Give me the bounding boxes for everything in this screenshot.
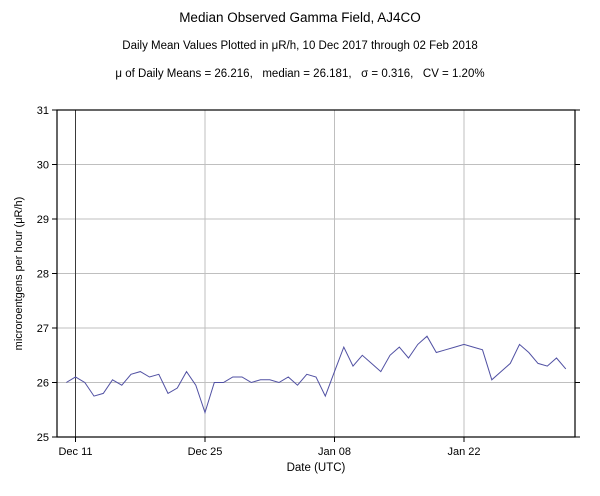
x-tick-label: Jan 08: [318, 446, 351, 458]
x-tick-label: Jan 22: [447, 446, 480, 458]
chart-stats-line: μ of Daily Means = 26.216, median = 26.1…: [115, 68, 485, 80]
x-tick-label: Dec 25: [188, 446, 223, 458]
chart-title: Median Observed Gamma Field, AJ4CO: [179, 10, 421, 25]
daily-mean-line: [66, 335, 567, 415]
y-tick-label: 28: [37, 269, 49, 281]
y-tick-label: 30: [37, 160, 49, 172]
x-axis-label: Date (UTC): [287, 462, 346, 474]
y-tick-label: 31: [37, 105, 49, 117]
x-tick-label: Dec 11: [58, 446, 92, 458]
y-axis-label: microroentgens per hour (μR/h): [13, 197, 25, 351]
y-tick-label: 25: [37, 432, 49, 444]
y-tick-label: 29: [37, 214, 49, 226]
y-tick-label: 27: [37, 323, 49, 335]
y-tick-label: 26: [37, 378, 49, 390]
chart-subtitle: Daily Mean Values Plotted in μR/h, 10 De…: [122, 40, 478, 52]
